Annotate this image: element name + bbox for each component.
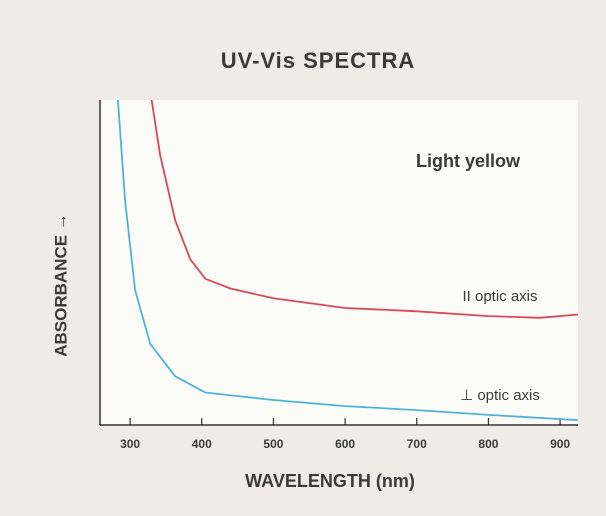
annotation: Light yellow bbox=[416, 151, 521, 171]
x-tick-label: 800 bbox=[478, 437, 498, 451]
plot-area bbox=[100, 100, 578, 425]
series-label: II optic axis bbox=[462, 288, 537, 305]
x-axis-label: WAVELENGTH (nm) bbox=[245, 471, 415, 491]
x-tick-label: 900 bbox=[550, 437, 570, 451]
x-tick-label: 300 bbox=[120, 437, 140, 451]
series-label: ⊥ optic axis bbox=[460, 387, 540, 404]
chart-title: UV-Vis SPECTRA bbox=[221, 48, 416, 73]
data-line bbox=[150, 99, 579, 319]
x-tick-label: 400 bbox=[192, 437, 212, 451]
x-tick-label: 500 bbox=[263, 437, 283, 451]
x-tick-label: 600 bbox=[335, 437, 355, 451]
y-axis-label: ABSORBANCE → bbox=[51, 213, 70, 357]
data-line bbox=[117, 99, 579, 421]
x-tick-label: 700 bbox=[407, 437, 427, 451]
